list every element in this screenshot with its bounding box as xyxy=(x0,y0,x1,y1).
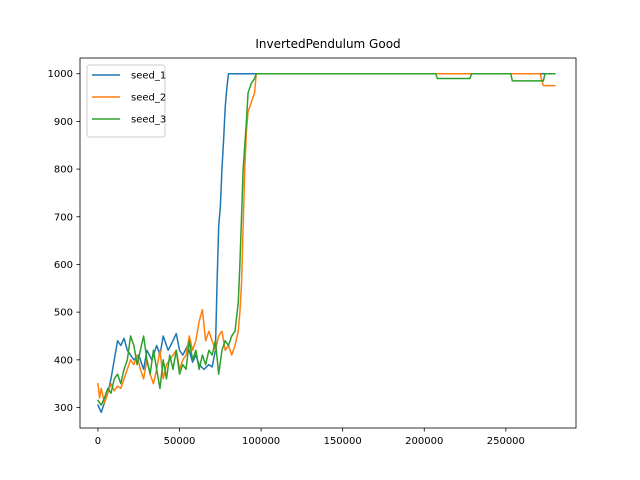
legend-label-seed-2: seed_2 xyxy=(131,93,166,104)
plot-lines xyxy=(96,72,556,414)
y-tick-label: 700 xyxy=(54,212,73,223)
y-tick-label: 1000 xyxy=(48,69,73,80)
legend-label-seed-3: seed_3 xyxy=(131,115,166,126)
y-tick-label: 300 xyxy=(54,403,73,414)
series-line-seed-1 xyxy=(96,72,556,414)
series-line-seed-2 xyxy=(97,72,556,404)
y-tick-label: 500 xyxy=(54,308,73,319)
y-tick-label: 800 xyxy=(54,165,73,176)
y-tick-label: 400 xyxy=(54,355,73,366)
y-axis: 300 400 500 600 700 800 900 1000 xyxy=(48,69,80,414)
x-tick-label: 100000 xyxy=(242,436,280,447)
x-axis: 0 50000 100000 150000 200000 250000 xyxy=(95,428,525,447)
y-tick-label: 600 xyxy=(54,260,73,271)
x-tick-label: 200000 xyxy=(405,436,443,447)
x-tick-label: 150000 xyxy=(324,436,362,447)
axes-frame xyxy=(79,57,577,429)
x-tick-label: 0 xyxy=(95,436,101,447)
legend-label-seed-1: seed_1 xyxy=(131,71,166,82)
legend: seed_1 seed_2 seed_3 xyxy=(86,64,166,138)
y-tick-label: 900 xyxy=(54,117,73,128)
x-tick-label: 250000 xyxy=(487,436,525,447)
series-line-seed-3 xyxy=(96,72,556,406)
x-tick-label: 50000 xyxy=(164,436,196,447)
chart-title: InvertedPendulum Good xyxy=(255,37,400,51)
